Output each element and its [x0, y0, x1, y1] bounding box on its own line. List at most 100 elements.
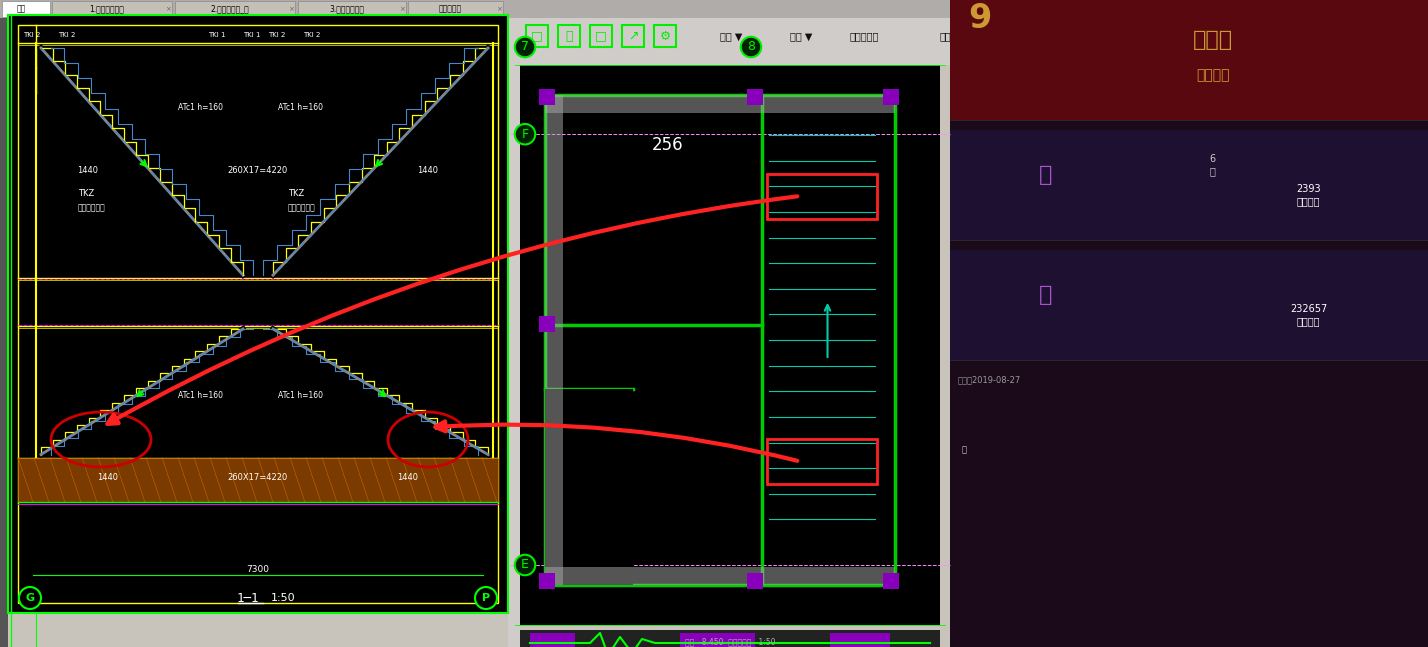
Text: ATc1 h=160: ATc1 h=160: [178, 104, 223, 113]
Text: □: □: [531, 30, 543, 43]
Bar: [767, 173, 877, 219]
Text: ×: ×: [288, 6, 294, 12]
Text: 7300: 7300: [247, 564, 270, 573]
Text: 1440: 1440: [417, 166, 438, 175]
Bar: [950, 130, 1428, 240]
Bar: [538, 89, 555, 105]
Bar: [545, 95, 563, 585]
Text: 232657
我的积分: 232657 我的积分: [1289, 304, 1327, 326]
Text: 平图: 平图: [16, 5, 26, 14]
Bar: [747, 89, 763, 105]
Bar: [545, 567, 895, 585]
Text: 7: 7: [521, 41, 528, 54]
Text: F: F: [521, 127, 528, 140]
Text: 1.地下主治归态: 1.地下主治归态: [90, 5, 124, 14]
Bar: [298, 1, 406, 17]
Text: 2.地下主柔图_已: 2.地下主柔图_已: [210, 5, 250, 14]
Bar: [538, 573, 555, 589]
Bar: [530, 633, 575, 647]
Text: 3.地下主平面图: 3.地下主平面图: [330, 5, 364, 14]
Bar: [51, 1, 171, 17]
Bar: [9, 15, 508, 613]
Bar: [408, 1, 503, 17]
Bar: [538, 316, 555, 331]
Text: 家峰会: 家峰会: [1192, 30, 1232, 50]
Bar: [747, 573, 763, 589]
Text: 地下主建轴: 地下主建轴: [438, 5, 463, 14]
Bar: [623, 25, 644, 47]
Bar: [590, 25, 613, 47]
Text: 1440: 1440: [77, 166, 99, 175]
Bar: [0, 0, 1428, 18]
Text: 8: 8: [747, 41, 755, 54]
Bar: [950, 250, 1428, 360]
Bar: [883, 573, 900, 589]
Text: ATc1 h=160: ATc1 h=160: [278, 391, 323, 400]
Text: 260X17=4220: 260X17=4220: [228, 473, 288, 482]
Text: ATc1 h=160: ATc1 h=160: [178, 391, 223, 400]
Text: 回帮手行: 回帮手行: [1197, 68, 1230, 82]
Text: 生梯干楼层束: 生梯干楼层束: [79, 204, 106, 213]
Text: 修改 ▼: 修改 ▼: [720, 31, 743, 41]
Bar: [1, 1, 50, 17]
Text: 1:50: 1:50: [271, 593, 296, 603]
Bar: [545, 95, 895, 113]
Text: TKl 1: TKl 1: [208, 32, 226, 38]
Text: 时间：2019-08-27: 时间：2019-08-27: [958, 375, 1021, 384]
Text: TKl 2: TKl 2: [268, 32, 286, 38]
Circle shape: [19, 587, 41, 609]
Bar: [176, 1, 296, 17]
Circle shape: [476, 587, 497, 609]
Text: 1440: 1440: [97, 473, 119, 482]
Text: □: □: [595, 30, 607, 43]
Bar: [516, 18, 950, 65]
Text: ×: ×: [166, 6, 171, 12]
Text: 👤: 👤: [1040, 165, 1052, 185]
Bar: [950, 0, 1428, 120]
Text: 🗄: 🗄: [1040, 285, 1052, 305]
Bar: [767, 439, 877, 484]
Text: 楼梯  -8.450  平板大师图   1:50: 楼梯 -8.450 平板大师图 1:50: [685, 637, 775, 646]
Text: 256: 256: [651, 136, 684, 154]
Text: 1─1: 1─1: [237, 591, 260, 604]
Bar: [680, 633, 755, 647]
Bar: [508, 18, 520, 647]
Bar: [19, 457, 498, 502]
Text: TKZ: TKZ: [288, 189, 304, 197]
Bar: [558, 25, 580, 47]
Bar: [654, 25, 675, 47]
Bar: [545, 389, 633, 585]
Bar: [19, 25, 498, 603]
Bar: [520, 65, 940, 625]
Text: G: G: [26, 593, 34, 603]
Text: 绘图 ▼: 绘图 ▼: [790, 31, 813, 41]
Text: TKl 2: TKl 2: [23, 32, 40, 38]
Text: E: E: [521, 558, 528, 571]
Text: 剪力墙二次: 剪力墙二次: [940, 31, 970, 41]
Text: TKl 2: TKl 2: [303, 32, 320, 38]
Text: ×: ×: [398, 6, 406, 12]
Text: 6
答: 6 答: [1210, 154, 1217, 176]
Text: ⚙: ⚙: [660, 30, 671, 43]
Text: TKZ: TKZ: [79, 189, 94, 197]
Text: 识别剪力墙: 识别剪力墙: [850, 31, 880, 41]
Bar: [545, 95, 895, 585]
Text: ATc1 h=160: ATc1 h=160: [278, 104, 323, 113]
Text: ⤢: ⤢: [565, 30, 573, 43]
Text: 2393
邀请我答: 2393 邀请我答: [1297, 184, 1321, 206]
Bar: [883, 89, 900, 105]
Text: ×: ×: [496, 6, 501, 12]
Text: TKl 2: TKl 2: [59, 32, 76, 38]
Text: ↗: ↗: [628, 30, 638, 43]
Text: 级: 级: [962, 446, 967, 454]
Bar: [0, 18, 9, 647]
Bar: [526, 25, 548, 47]
Text: 1440: 1440: [397, 473, 418, 482]
Bar: [520, 630, 940, 647]
Bar: [830, 633, 890, 647]
Bar: [9, 15, 508, 613]
Text: 9: 9: [968, 1, 991, 34]
Bar: [950, 0, 1428, 647]
Text: P: P: [481, 593, 490, 603]
Text: 260X17=4220: 260X17=4220: [228, 166, 288, 175]
